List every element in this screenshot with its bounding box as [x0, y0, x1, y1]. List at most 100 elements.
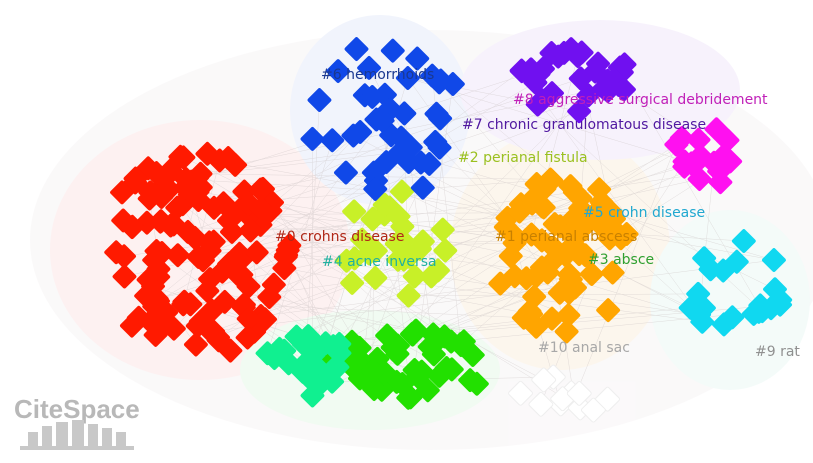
node: [296, 324, 321, 349]
node: [384, 231, 409, 256]
node: [565, 44, 590, 68]
node: [238, 218, 263, 243]
node: [334, 160, 358, 185]
node: [538, 167, 563, 192]
node: [161, 316, 186, 341]
node: [600, 260, 625, 285]
cluster-label: #7 chronic granulomatous disease: [462, 117, 706, 133]
node: [325, 355, 350, 380]
link: [213, 158, 699, 332]
node: [305, 374, 330, 399]
node: [363, 238, 388, 263]
node: [185, 179, 210, 204]
node: [370, 108, 395, 133]
cluster-label: #6 hemorrhoids: [321, 67, 434, 83]
node: [589, 190, 614, 214]
node: [165, 243, 190, 268]
node: [395, 66, 420, 90]
node: [195, 278, 220, 303]
node: [409, 359, 434, 384]
node: [360, 359, 385, 383]
node: [344, 37, 369, 61]
node: [191, 248, 215, 273]
node: [405, 46, 430, 71]
node: [579, 262, 604, 286]
node: [199, 298, 224, 323]
link: [573, 144, 677, 399]
link: [213, 259, 774, 332]
link: [401, 191, 552, 263]
link: [219, 160, 774, 261]
cluster-label: #8 aggressive surgical debridement: [513, 92, 768, 108]
node: [449, 333, 473, 357]
node: [183, 226, 207, 250]
cluster-label: #3 absce: [588, 252, 654, 268]
node: [669, 126, 694, 150]
node: [291, 360, 315, 384]
node: [580, 397, 606, 423]
node: [342, 199, 367, 224]
node: [386, 204, 411, 229]
node: [171, 292, 196, 317]
link: [612, 161, 685, 273]
node: [507, 199, 532, 224]
node: [348, 120, 373, 144]
link: [407, 77, 720, 172]
node: [428, 106, 453, 131]
link: [422, 187, 439, 271]
node: [531, 195, 556, 220]
node: [236, 306, 261, 331]
node: [762, 248, 786, 272]
node: [546, 44, 571, 69]
node: [272, 256, 297, 281]
node: [380, 38, 405, 63]
node: [216, 146, 241, 170]
node: [165, 195, 190, 220]
logo-text: CiteSpace: [14, 394, 140, 424]
logo: CiteSpace: [14, 394, 140, 450]
node: [149, 185, 174, 209]
node: [690, 309, 715, 334]
node: [161, 212, 186, 237]
link: [521, 71, 699, 315]
link: [243, 120, 383, 305]
node: [235, 325, 260, 350]
node: [430, 217, 455, 242]
node: [324, 336, 349, 361]
node: [566, 381, 592, 406]
node: [523, 70, 548, 95]
node: [334, 248, 359, 273]
node: [731, 229, 756, 253]
node: [564, 237, 588, 262]
node: [357, 55, 381, 80]
node: [556, 303, 581, 328]
node: [326, 59, 351, 84]
link: [365, 259, 405, 366]
node: [567, 215, 592, 240]
node: [592, 76, 616, 101]
node: [502, 231, 527, 255]
node: [340, 271, 365, 295]
logo-icon: [20, 420, 134, 450]
node: [612, 52, 637, 77]
cluster-label: #9 rat: [755, 344, 800, 360]
node: [540, 81, 564, 106]
node: [427, 364, 452, 388]
node: [420, 63, 445, 88]
nodes: [104, 37, 793, 423]
node: [547, 280, 572, 305]
node: [350, 227, 375, 252]
node: [508, 380, 533, 406]
node: [678, 295, 703, 320]
cluster-label: #5 crohn disease: [583, 205, 705, 221]
node: [524, 264, 548, 289]
node: [519, 302, 543, 326]
cluster-label: #4 acne inversa: [322, 254, 437, 270]
node: [529, 228, 554, 253]
node: [591, 215, 616, 240]
node: [144, 161, 169, 185]
node: [423, 130, 448, 154]
node: [720, 305, 745, 330]
node: [225, 261, 250, 286]
node: [168, 144, 193, 169]
